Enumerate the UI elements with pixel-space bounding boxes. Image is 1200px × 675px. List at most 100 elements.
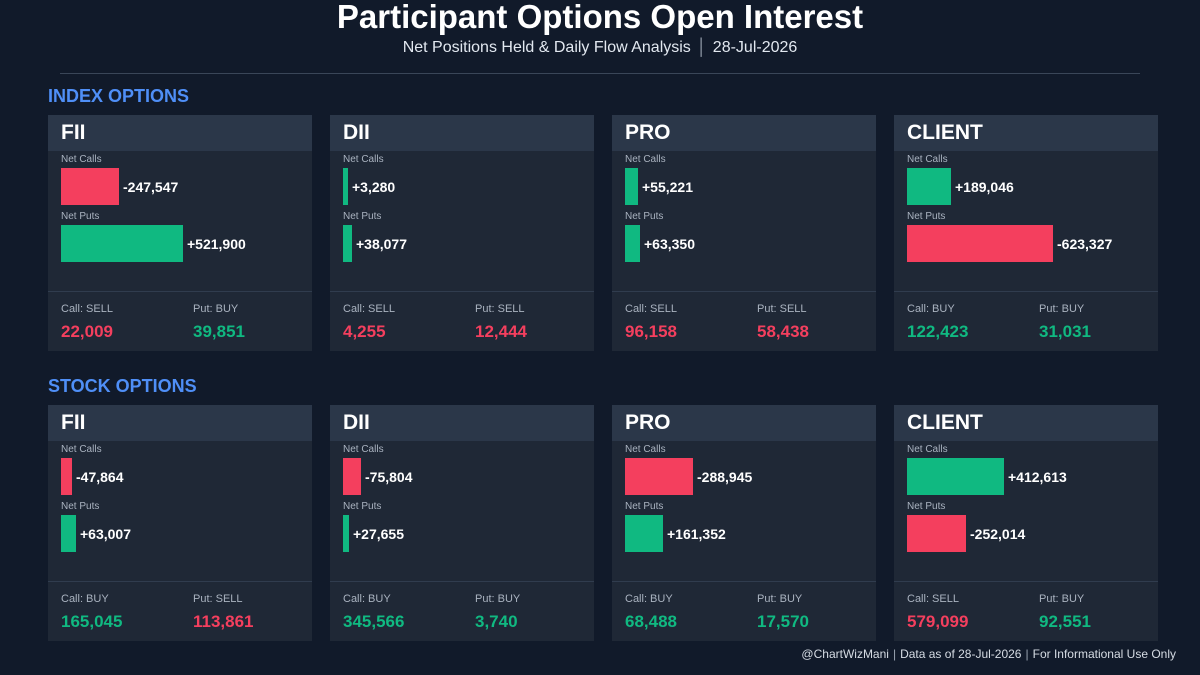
net-puts-bar <box>61 515 76 552</box>
net-calls-value: +189,046 <box>955 179 1014 195</box>
card-header: CLIENT <box>894 405 1158 441</box>
card-header: CLIENT <box>894 115 1158 151</box>
put-action-value: 92,551 <box>1039 612 1091 631</box>
call-action-value: 579,099 <box>907 612 969 631</box>
put-action-value: 17,570 <box>757 612 809 631</box>
net-calls-value: +3,280 <box>352 179 396 195</box>
call-action-label: Call: BUY <box>625 593 673 605</box>
footer-separator: | <box>892 647 897 661</box>
put-action-value: 3,740 <box>475 612 518 631</box>
footer-date: Data as of 28-Jul-2026 <box>900 647 1022 661</box>
put-action-label: Put: SELL <box>757 303 807 315</box>
net-puts-value: -623,327 <box>1057 236 1113 252</box>
net-calls-bar <box>907 168 951 205</box>
net-puts-value: +63,350 <box>644 236 695 252</box>
net-puts-label: Net Puts <box>343 211 382 222</box>
net-calls-label: Net Calls <box>61 444 102 455</box>
card-header: FII <box>48 405 312 441</box>
net-calls-value: -288,945 <box>697 469 753 485</box>
participant-card-fii: FII Net Calls -47,864 Net Puts +63,007 Call: … <box>48 405 312 641</box>
call-action-label: Call: SELL <box>343 303 395 315</box>
call-action-value: 165,045 <box>61 612 123 631</box>
net-calls-bar <box>343 458 361 495</box>
net-calls-value: -47,864 <box>76 469 124 485</box>
call-action-value: 96,158 <box>625 322 677 341</box>
call-action-value: 122,423 <box>907 322 969 341</box>
net-puts-value: -252,014 <box>970 526 1026 542</box>
page-subtitle: Net Positions Held & Daily Flow Analysis… <box>0 39 1200 57</box>
put-action-value: 12,444 <box>475 322 527 341</box>
participant-card-fii: FII Net Calls -247,547 Net Puts +521,900 Call… <box>48 115 312 351</box>
call-action-value: 68,488 <box>625 612 677 631</box>
participant-name: CLIENT <box>907 411 983 434</box>
net-puts-label: Net Puts <box>61 211 100 222</box>
net-calls-label: Net Calls <box>907 444 948 455</box>
put-action-label: Put: BUY <box>1039 303 1085 315</box>
subtitle-separator: │ <box>696 39 707 56</box>
call-action-label: Call: BUY <box>343 593 391 605</box>
card-divider <box>894 581 1158 582</box>
net-puts-label: Net Puts <box>625 211 664 222</box>
call-action-value: 22,009 <box>61 322 113 341</box>
net-calls-label: Net Calls <box>61 154 102 165</box>
card-divider <box>612 291 876 292</box>
put-action-value: 58,438 <box>757 322 809 341</box>
net-calls-value: +412,613 <box>1008 469 1067 485</box>
participant-name: PRO <box>625 121 671 144</box>
put-action-value: 113,861 <box>193 612 254 631</box>
net-puts-label: Net Puts <box>61 501 100 512</box>
net-calls-bar <box>907 458 1004 495</box>
net-puts-label: Net Puts <box>907 501 946 512</box>
put-action-label: Put: BUY <box>757 593 803 605</box>
net-calls-value: -75,804 <box>365 469 413 485</box>
net-puts-label: Net Puts <box>343 501 382 512</box>
footer-handle: @ChartWizMani <box>801 647 889 661</box>
card-divider <box>48 581 312 582</box>
net-puts-bar <box>343 515 349 552</box>
participant-name: FII <box>61 121 86 144</box>
net-puts-bar <box>61 225 183 262</box>
put-action-label: Put: SELL <box>193 593 243 605</box>
net-calls-bar <box>625 168 638 205</box>
card-header: PRO <box>612 405 876 441</box>
card-divider <box>330 581 594 582</box>
section-title: STOCK OPTIONS <box>48 376 197 396</box>
card-header: DII <box>330 115 594 151</box>
net-puts-bar <box>907 515 966 552</box>
card-divider <box>48 291 312 292</box>
call-action-label: Call: BUY <box>61 593 109 605</box>
net-puts-value: +27,655 <box>353 526 404 542</box>
call-action-label: Call: SELL <box>61 303 113 315</box>
net-puts-label: Net Puts <box>625 501 664 512</box>
participant-name: FII <box>61 411 86 434</box>
net-puts-bar <box>625 225 640 262</box>
net-calls-label: Net Calls <box>343 154 384 165</box>
net-puts-bar <box>625 515 663 552</box>
put-action-label: Put: BUY <box>1039 593 1085 605</box>
participant-name: DII <box>343 411 370 434</box>
subtitle-date: 28-Jul-2026 <box>712 39 798 56</box>
put-action-value: 31,031 <box>1039 322 1091 341</box>
participant-card-dii: DII Net Calls +3,280 Net Puts +38,077 Call: S… <box>330 115 594 351</box>
put-action-label: Put: BUY <box>193 303 239 315</box>
call-action-value: 345,566 <box>343 612 405 631</box>
page-title: Participant Options Open Interest <box>336 0 864 35</box>
net-calls-value: -247,547 <box>123 179 179 195</box>
participant-card-client: CLIENT Net Calls +189,046 Net Puts -623,327 C… <box>894 115 1158 351</box>
net-puts-label: Net Puts <box>907 211 946 222</box>
net-calls-bar <box>61 458 72 495</box>
participant-name: DII <box>343 121 370 144</box>
net-puts-value: +63,007 <box>80 526 131 542</box>
card-divider <box>330 291 594 292</box>
participant-name: CLIENT <box>907 121 983 144</box>
net-puts-value: +161,352 <box>667 526 726 542</box>
net-puts-bar <box>907 225 1053 262</box>
participant-name: PRO <box>625 411 671 434</box>
footer-disclaimer: For Informational Use Only <box>1032 647 1176 661</box>
call-action-label: Call: SELL <box>907 593 959 605</box>
subtitle-text: Net Positions Held & Daily Flow Analysis <box>402 39 691 56</box>
net-puts-bar <box>343 225 352 262</box>
net-calls-label: Net Calls <box>343 444 384 455</box>
put-action-value: 39,851 <box>193 322 245 341</box>
net-calls-label: Net Calls <box>907 154 948 165</box>
